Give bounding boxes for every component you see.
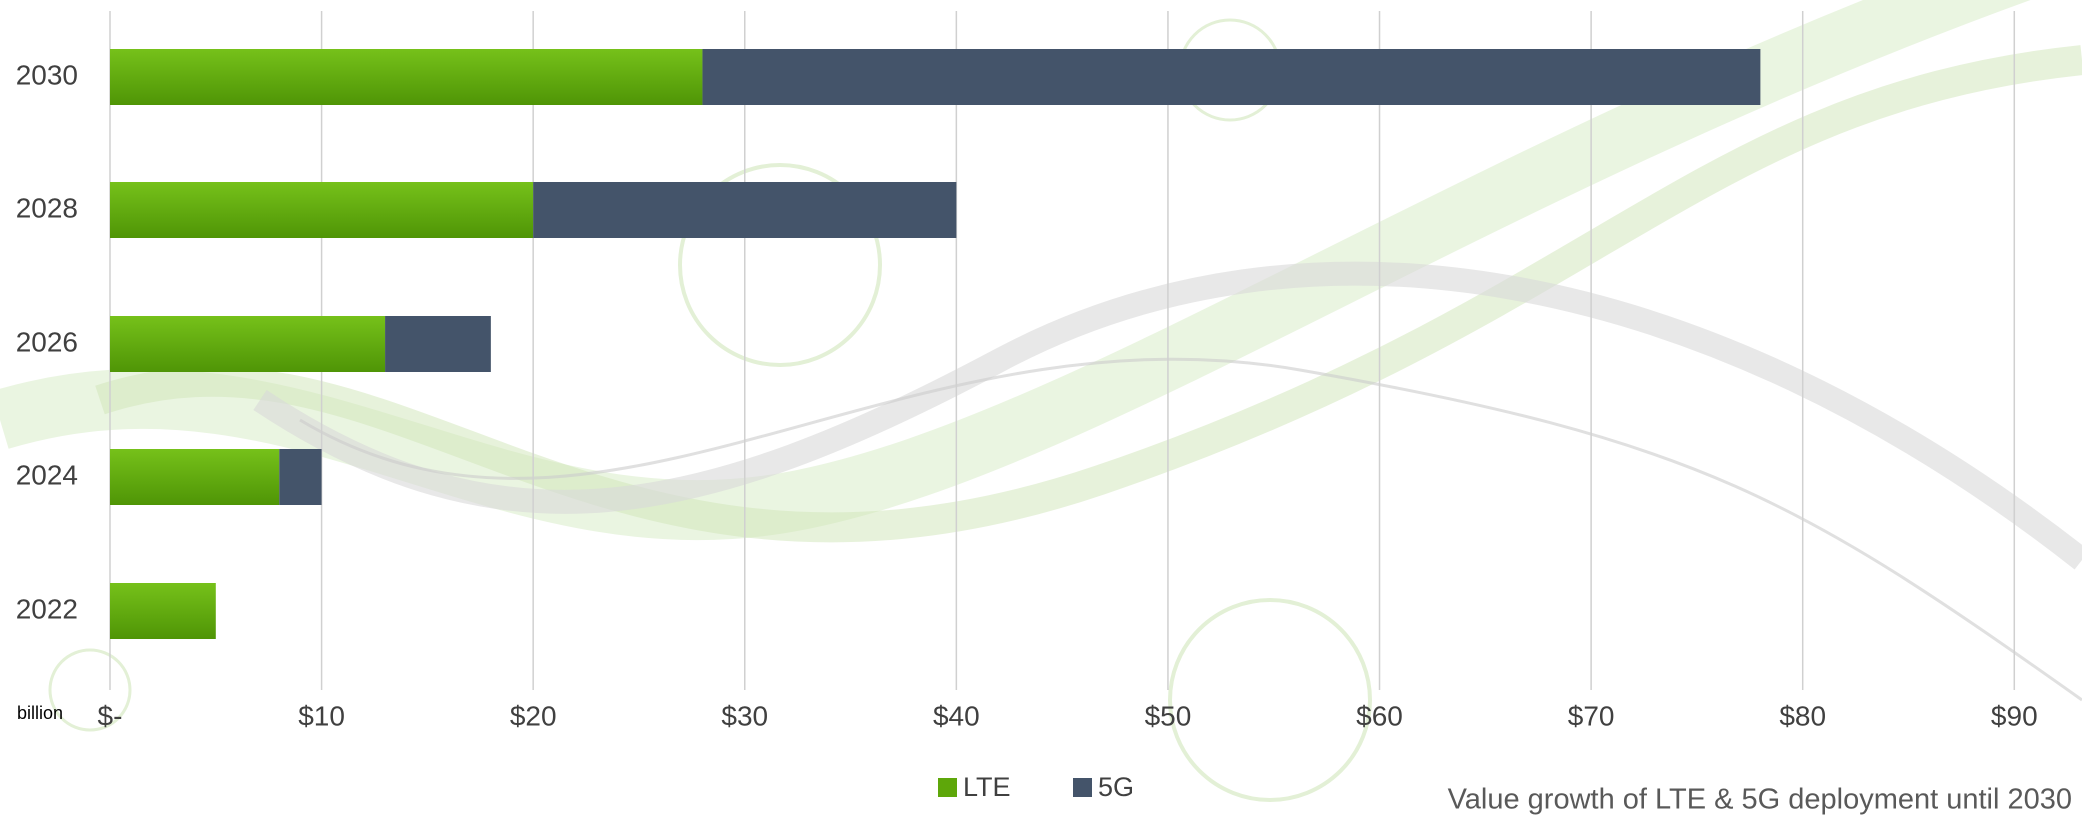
y-tick-label: 2028 [16,192,78,223]
bar-segment [110,49,703,105]
x-tick-label: $80 [1779,700,1826,731]
bar-segment [110,316,386,372]
legend-swatch [1073,778,1092,797]
x-unit-label: billion [17,703,63,723]
x-tick-label: $- [98,700,123,731]
x-tick-label: $20 [510,700,557,731]
bar-segment [110,182,534,238]
y-tick-label: 2024 [16,459,78,490]
x-tick-label: $70 [1568,700,1615,731]
legend-swatch [938,778,957,797]
bar-segment [385,316,491,372]
bar-segment [279,449,322,505]
bar-segment [110,449,280,505]
y-tick-label: 2026 [16,326,78,357]
y-tick-label: 2022 [16,593,78,624]
y-tick-label: 2030 [16,59,78,90]
x-tick-label: $40 [933,700,980,731]
legend-label: LTE [963,772,1011,802]
bar-segment [702,49,1761,105]
bar-segment [533,182,957,238]
legend-label: 5G [1098,772,1134,802]
bar-segment [110,583,216,639]
x-tick-label: $10 [298,700,345,731]
caption: Value growth of LTE & 5G deployment unti… [1448,784,2072,815]
x-tick-label: $50 [1145,700,1192,731]
x-tick-label: $30 [721,700,768,731]
x-tick-label: $90 [1991,700,2038,731]
x-tick-label: $60 [1356,700,1403,731]
